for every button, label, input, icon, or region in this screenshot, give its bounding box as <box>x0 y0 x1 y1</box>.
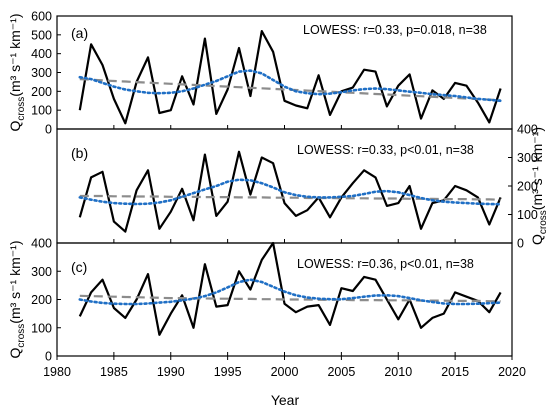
y-tick-label: 600 <box>31 10 52 24</box>
y-tick-label: 300 <box>517 151 538 165</box>
lowess-annotation: LOWESS: r=0.36, p<0.01, n=38 <box>297 257 474 271</box>
panels: 0 100 200 300 400 500 600 (a) LOWESS: r=0.33, p=… <box>7 10 549 364</box>
lowess-annotation: LOWESS: r=0.33, p=0.018, n=38 <box>303 23 487 37</box>
linear-trend-line <box>79 194 501 201</box>
x-tick-label: 2020 <box>498 365 526 379</box>
y-tick-label: 500 <box>31 28 52 42</box>
x-axis: 1980 1985 1990 1995 2000 2005 2010 2015 2020 Yea… <box>43 356 526 408</box>
x-ticks: 1980 1985 1990 1995 2000 2005 2010 2015 2020 <box>43 356 526 379</box>
y-tick-label: 400 <box>31 47 52 61</box>
panel-label: (c) <box>71 259 87 275</box>
y-tick-label: 300 <box>31 66 52 80</box>
y-tick-label: 0 <box>45 123 52 137</box>
x-axis-label: Year <box>271 392 300 408</box>
x-tick-label: 2005 <box>327 365 355 379</box>
y-axis-label: Qcross(m³ s⁻¹ km⁻¹) <box>7 14 27 132</box>
y-tick-label: 200 <box>31 293 52 307</box>
y-tick-label: 200 <box>31 85 52 99</box>
observed-line <box>78 241 502 336</box>
x-tick-label: 2010 <box>384 365 412 379</box>
x-tick-label: 1980 <box>43 365 71 379</box>
observed-line <box>78 30 502 125</box>
y-tick-label: 0 <box>517 237 524 251</box>
x-tick-label: 2015 <box>441 365 469 379</box>
lowess-annotation: LOWESS: r=0.33, p<0.01, n=38 <box>297 143 474 157</box>
y-axis-label: Qcross(m³ s⁻¹ km⁻¹) <box>529 127 549 245</box>
y-tick-label: 100 <box>31 104 52 118</box>
lowess-line <box>78 69 502 103</box>
lowess-line <box>78 178 502 206</box>
y-tick-label: 0 <box>45 350 52 364</box>
x-tick-label: 1995 <box>214 365 242 379</box>
x-tick-label: 1985 <box>100 365 128 379</box>
y-tick-label: 100 <box>31 321 52 335</box>
y-tick-label: 100 <box>517 208 538 222</box>
y-tick-label: 400 <box>517 123 538 137</box>
y-tick-label: 400 <box>31 237 52 251</box>
x-tick-label: 1990 <box>157 365 185 379</box>
panel-label: (b) <box>71 145 88 161</box>
y-axis-label: Qcross(m³ s⁻¹ km⁻¹) <box>7 241 27 359</box>
y-tick-label: 200 <box>517 180 538 194</box>
observed-line <box>78 150 502 233</box>
panel-b: 0 100 200 300 400 (b) LOWESS: r=0.33, p<0.01, … <box>56 123 549 251</box>
y-tick-label: 300 <box>31 265 52 279</box>
x-tick-label: 2000 <box>271 365 299 379</box>
panel-a: 0 100 200 300 400 500 600 (a) LOWESS: r=0.33, p=… <box>7 10 513 137</box>
lowess-line <box>78 278 502 306</box>
linear-trend-line <box>79 294 501 303</box>
panel-c: 0 100 200 300 400 (c) LOWESS: r=0.36, p<0.01, … <box>7 237 513 364</box>
panel-label: (a) <box>71 25 88 41</box>
